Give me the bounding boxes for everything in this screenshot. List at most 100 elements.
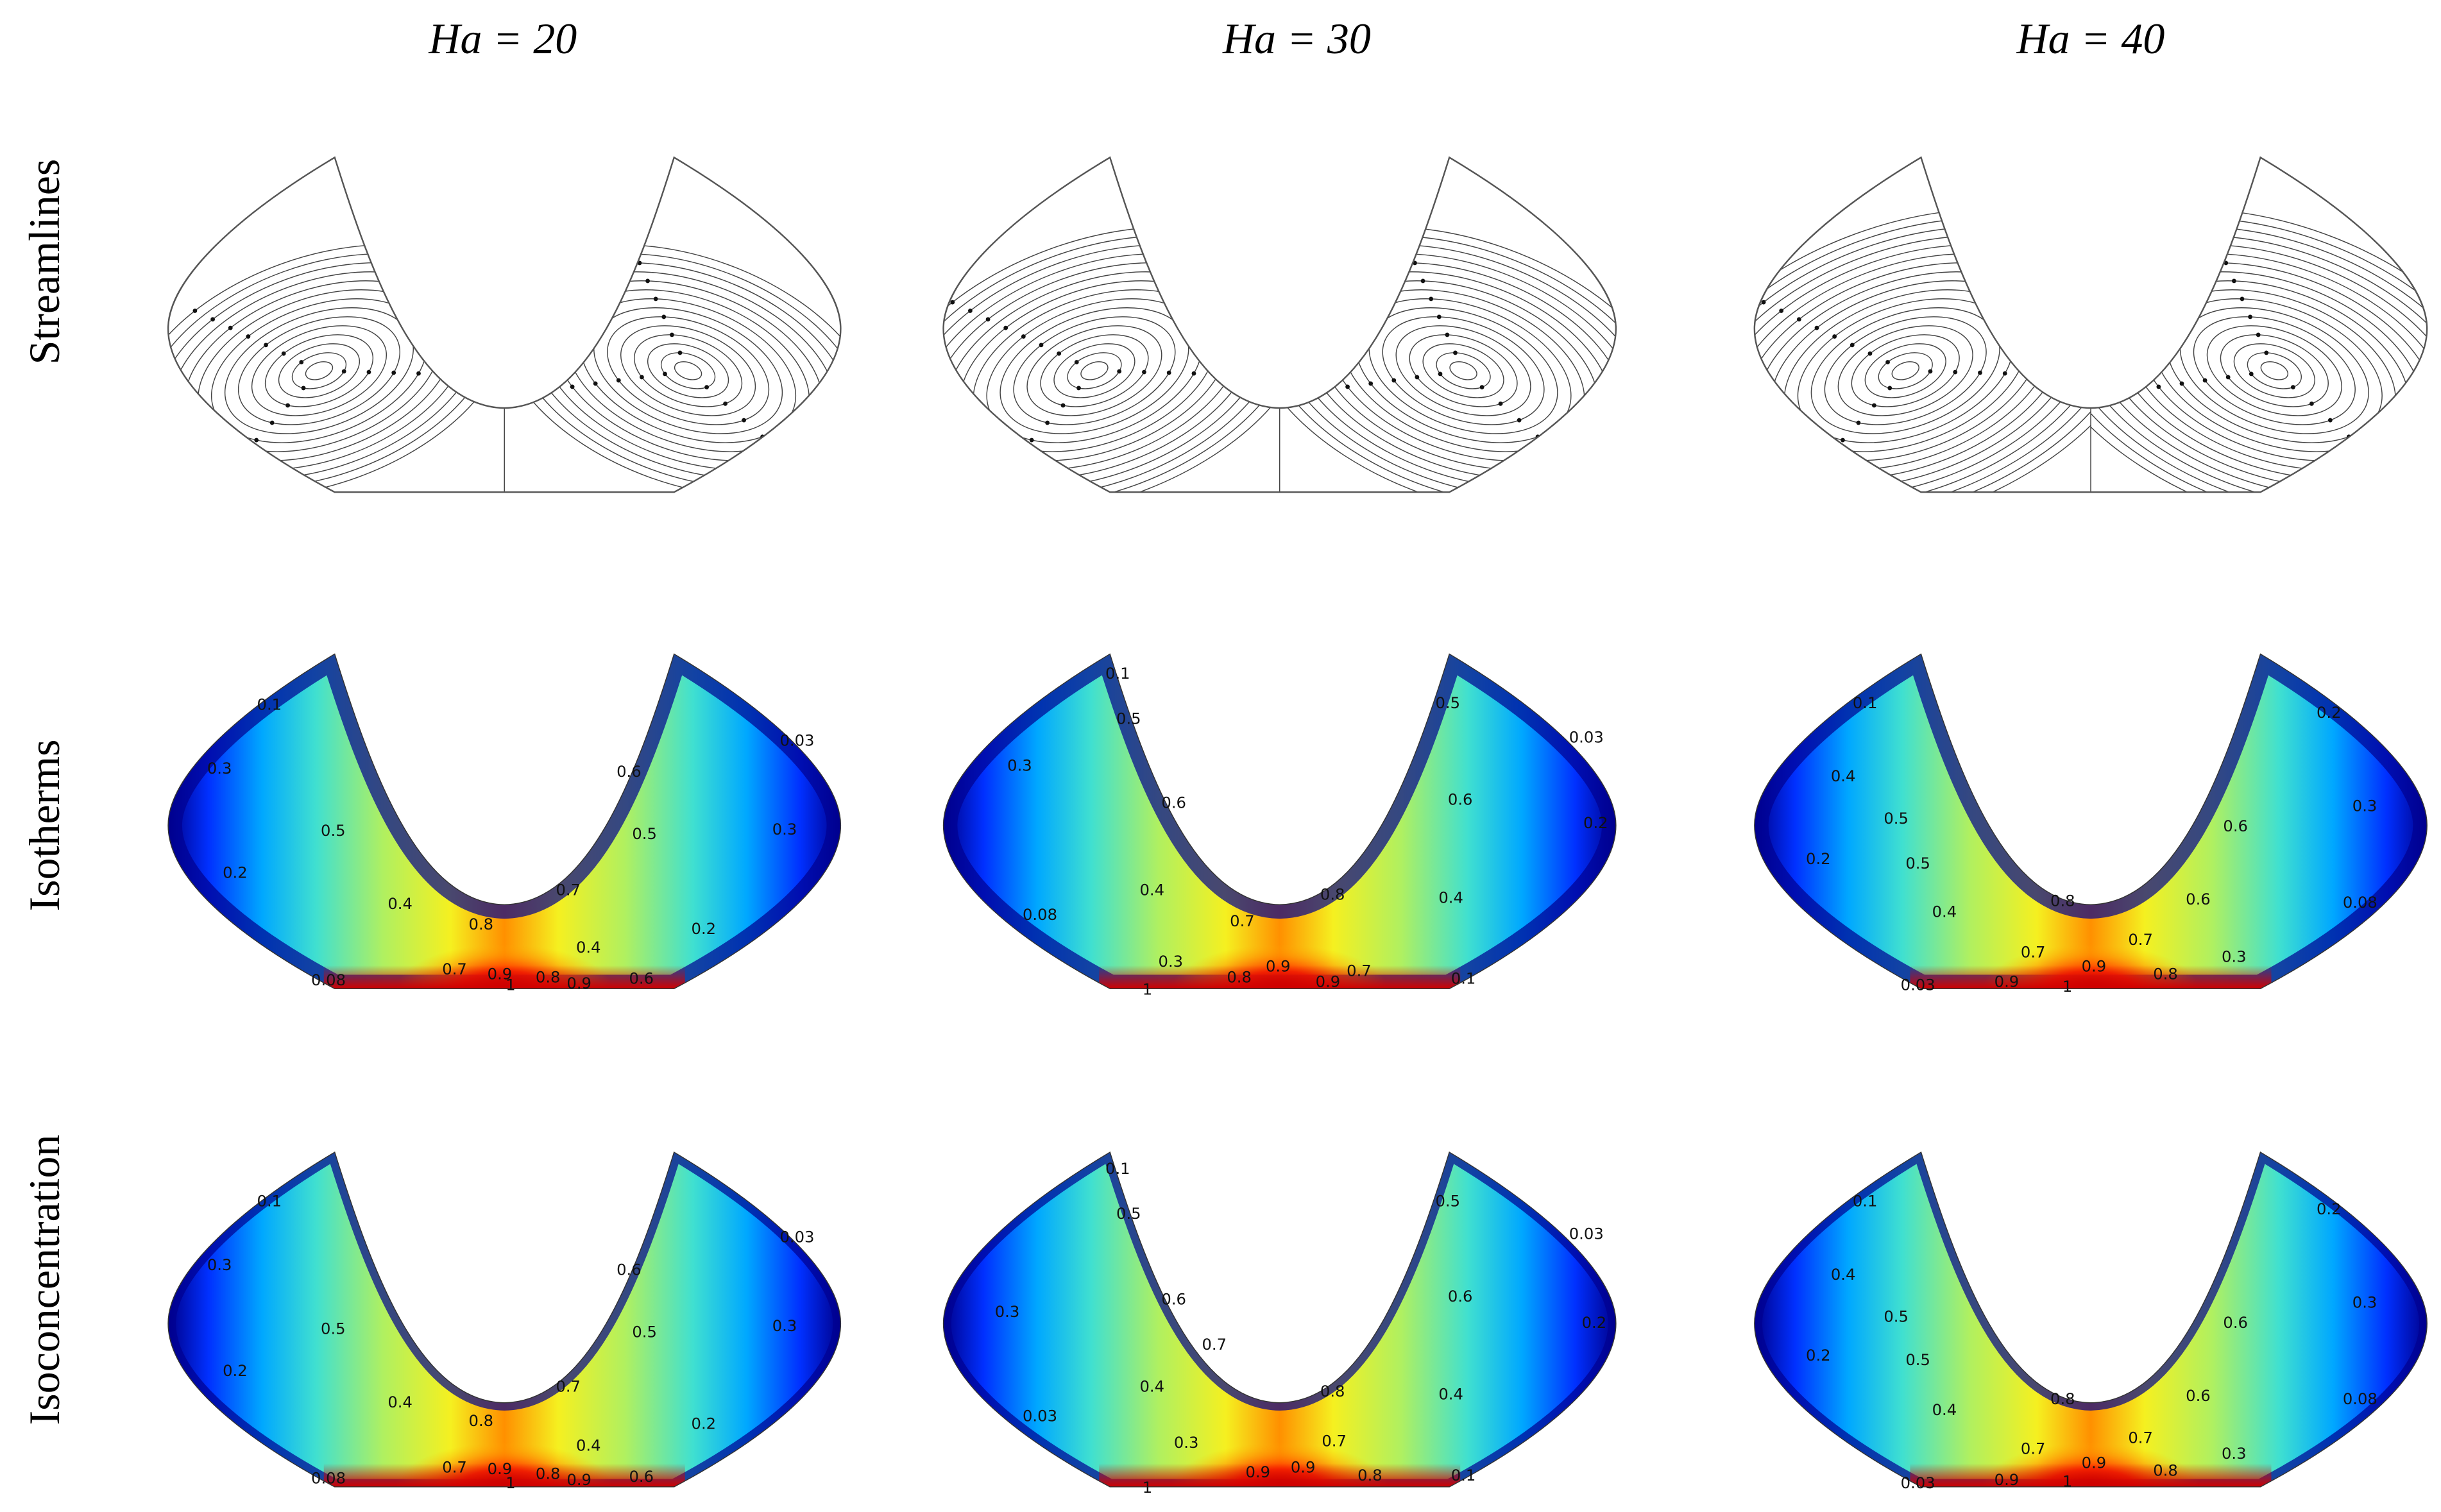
flow-arrow <box>653 296 658 302</box>
contour-fill <box>168 1152 841 1487</box>
flow-arrow <box>2309 401 2314 406</box>
streamline <box>168 262 481 479</box>
contour-label: 0.8 <box>2050 891 2075 910</box>
streamline <box>1891 361 1919 380</box>
flow-arrow <box>2249 371 2254 377</box>
vortex <box>2091 207 2428 505</box>
contour-label: 1 <box>506 1474 515 1492</box>
flow-arrow <box>1404 242 1409 248</box>
contour-label: 0.6 <box>1161 794 1186 812</box>
streamline <box>513 253 841 488</box>
streamline <box>237 316 401 425</box>
flow-arrow <box>1117 369 1122 374</box>
cavity-outline <box>942 1151 1617 1488</box>
streamline <box>1341 289 1585 452</box>
contour-panel <box>942 653 1617 990</box>
flow-arrow <box>1953 370 1958 375</box>
streamline <box>2220 334 2329 407</box>
flow-arrow <box>1415 375 1420 380</box>
flow-arrow <box>366 370 371 375</box>
streamline <box>504 244 841 493</box>
contour-label: 0.08 <box>311 971 346 989</box>
flow-arrow <box>2264 350 2269 355</box>
flow-arrow <box>1928 369 1933 374</box>
streamline <box>1851 334 1960 407</box>
flow-arrow <box>1591 484 1596 489</box>
streamline <box>1824 316 1987 425</box>
contour-label: 0.5 <box>321 1320 346 1338</box>
flow-arrow <box>742 418 746 423</box>
flow-arrow <box>1445 332 1450 337</box>
streamline <box>291 352 347 389</box>
flow-arrow <box>1856 420 1861 425</box>
streamline <box>973 289 1216 452</box>
flow-arrow <box>491 373 496 378</box>
cavity-outline <box>942 156 1617 493</box>
flow-arrow <box>1761 300 1766 305</box>
cavity-outline <box>167 156 842 493</box>
flow-arrow <box>1074 360 1079 364</box>
contour-label: 0.5 <box>1884 809 1909 828</box>
flow-arrow <box>1610 500 1615 505</box>
flow-arrow <box>1279 394 1280 399</box>
flow-arrow <box>2077 373 2082 378</box>
contour-label: 0.4 <box>1438 888 1463 907</box>
contour-label: 0.8 <box>536 1464 561 1482</box>
flow-arrow <box>228 325 233 330</box>
flow-arrow <box>723 401 727 406</box>
streamline <box>1770 280 2041 461</box>
streamline <box>1837 325 1973 416</box>
contour-label: 0.9 <box>1316 973 1341 991</box>
flow-arrow <box>1887 386 1892 391</box>
flow-arrow <box>2110 391 2115 396</box>
streamline <box>943 235 1280 493</box>
flow-arrow <box>2420 500 2426 505</box>
flow-arrow <box>1014 455 1019 460</box>
contour-label: 0.4 <box>1831 767 1856 785</box>
flow-arrow <box>797 467 802 472</box>
streamline <box>1355 298 1572 443</box>
contour-panel <box>167 653 842 990</box>
flow-arrow <box>950 300 955 305</box>
flow-arrow <box>1777 507 1783 513</box>
contour-label: 0.4 <box>1139 1377 1164 1396</box>
flow-arrow <box>779 451 783 455</box>
streamline <box>1878 352 1933 389</box>
flow-arrow <box>1517 418 1522 423</box>
contour-label: 0.3 <box>2222 947 2247 966</box>
streamline <box>2091 217 2428 493</box>
contour-label: 0.6 <box>2223 817 2248 835</box>
flow-arrow <box>1762 524 1767 530</box>
contour-label: 0.8 <box>2153 1461 2178 1480</box>
flow-arrow <box>1453 350 1458 355</box>
flow-arrow <box>2383 467 2388 472</box>
flow-arrow <box>669 332 674 337</box>
contour-label: 0.9 <box>1994 1470 2020 1489</box>
flow-arrow <box>1793 489 1798 493</box>
contour-label: 0.3 <box>207 759 232 777</box>
streamline <box>943 262 1257 479</box>
contour-label: 0.2 <box>223 1361 248 1380</box>
streamline <box>1382 316 1545 425</box>
flow-arrow <box>1498 401 1503 406</box>
streamline <box>1301 262 1616 479</box>
flow-arrow <box>2327 418 2333 423</box>
flow-arrow <box>2207 225 2212 230</box>
column-header: Ha = 30 <box>1222 14 1371 63</box>
contour-label: 0.4 <box>1932 902 1957 921</box>
flow-arrow <box>1291 373 1297 379</box>
contour-label: 0.1 <box>257 1192 282 1210</box>
streamline <box>1314 271 1612 470</box>
streamline <box>986 298 1203 443</box>
streamline <box>1013 316 1176 425</box>
contour-label: 0.7 <box>556 1377 581 1396</box>
contour-label: 1 <box>1143 1478 1152 1497</box>
streamline <box>1754 208 2091 493</box>
flow-arrow <box>1429 296 1434 302</box>
flow-arrow <box>466 372 471 377</box>
contour-label: 0.9 <box>488 964 513 983</box>
contour-label: 0.7 <box>556 880 581 899</box>
contour-label: 1 <box>1143 980 1152 999</box>
streamline <box>171 271 468 470</box>
